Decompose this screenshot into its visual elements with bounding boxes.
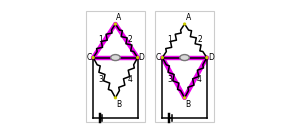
Text: 1: 1 bbox=[167, 35, 172, 44]
Text: A: A bbox=[185, 13, 191, 22]
Circle shape bbox=[137, 57, 139, 59]
Circle shape bbox=[184, 97, 185, 99]
Text: 4: 4 bbox=[128, 74, 133, 84]
Circle shape bbox=[206, 57, 208, 59]
Bar bbox=[155, 11, 214, 122]
Text: 4: 4 bbox=[197, 74, 202, 84]
Circle shape bbox=[115, 23, 116, 25]
Circle shape bbox=[161, 57, 163, 59]
Circle shape bbox=[184, 23, 185, 25]
Text: 2: 2 bbox=[128, 35, 133, 44]
Text: 2: 2 bbox=[197, 35, 202, 44]
Text: B: B bbox=[116, 100, 122, 109]
Text: C: C bbox=[87, 53, 92, 62]
Text: D: D bbox=[208, 53, 214, 62]
Text: A: A bbox=[116, 13, 122, 22]
Ellipse shape bbox=[111, 55, 120, 61]
Text: C: C bbox=[156, 53, 161, 62]
Text: 3: 3 bbox=[167, 74, 172, 84]
Text: D: D bbox=[139, 53, 145, 62]
Ellipse shape bbox=[180, 55, 189, 61]
Bar bbox=[86, 11, 145, 122]
Text: 1: 1 bbox=[98, 35, 103, 44]
Circle shape bbox=[92, 57, 94, 59]
Text: B: B bbox=[185, 100, 190, 109]
Text: 3: 3 bbox=[98, 74, 103, 84]
Circle shape bbox=[115, 97, 116, 99]
